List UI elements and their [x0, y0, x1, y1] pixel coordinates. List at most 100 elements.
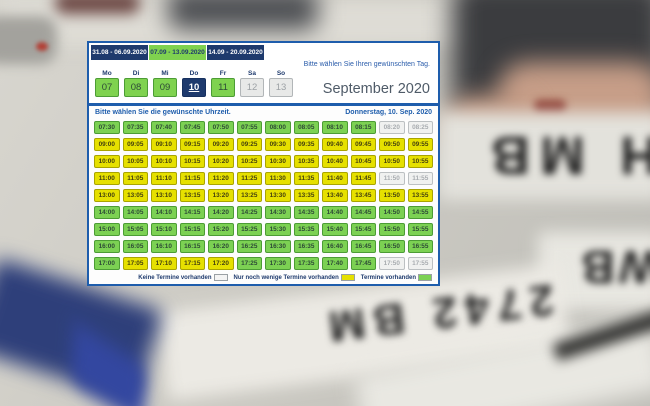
- time-slot[interactable]: 13:35: [293, 189, 319, 202]
- time-slot[interactable]: 14:15: [179, 206, 205, 219]
- time-slot[interactable]: 17:05: [122, 257, 148, 270]
- time-slot[interactable]: 09:00: [94, 138, 120, 151]
- time-slot[interactable]: 09:40: [322, 138, 348, 151]
- time-slot[interactable]: 11:30: [265, 172, 291, 185]
- time-slot[interactable]: 13:20: [208, 189, 234, 202]
- time-slot[interactable]: 07:45: [179, 121, 205, 134]
- time-slot[interactable]: 16:35: [293, 240, 319, 253]
- day-cell[interactable]: 11: [211, 78, 235, 97]
- time-slot[interactable]: 15:10: [151, 223, 177, 236]
- time-slot[interactable]: 15:25: [236, 223, 262, 236]
- time-slot[interactable]: 13:40: [322, 189, 348, 202]
- time-slot[interactable]: 10:55: [407, 155, 433, 168]
- time-slot[interactable]: 15:40: [322, 223, 348, 236]
- time-slot[interactable]: 14:35: [293, 206, 319, 219]
- time-slot[interactable]: 15:20: [208, 223, 234, 236]
- time-slot[interactable]: 16:10: [151, 240, 177, 253]
- time-slot[interactable]: 16:20: [208, 240, 234, 253]
- time-slot[interactable]: 11:40: [322, 172, 348, 185]
- time-slot[interactable]: 11:15: [179, 172, 205, 185]
- time-slot[interactable]: 14:45: [350, 206, 376, 219]
- time-slot[interactable]: 09:50: [379, 138, 405, 151]
- time-slot[interactable]: 16:55: [407, 240, 433, 253]
- time-slot[interactable]: 09:45: [350, 138, 376, 151]
- time-slot[interactable]: 17:30: [265, 257, 291, 270]
- time-slot[interactable]: 09:35: [293, 138, 319, 151]
- time-slot[interactable]: 10:15: [179, 155, 205, 168]
- time-slot[interactable]: 13:00: [94, 189, 120, 202]
- time-slot[interactable]: 14:20: [208, 206, 234, 219]
- time-slot[interactable]: 14:55: [407, 206, 433, 219]
- time-slot[interactable]: 11:00: [94, 172, 120, 185]
- time-slot[interactable]: 07:50: [208, 121, 234, 134]
- time-slot[interactable]: 11:10: [151, 172, 177, 185]
- time-slot[interactable]: 09:20: [208, 138, 234, 151]
- time-slot[interactable]: 11:05: [122, 172, 148, 185]
- time-slot[interactable]: 09:55: [407, 138, 433, 151]
- day-cell[interactable]: 10: [182, 78, 206, 97]
- time-slot[interactable]: 17:45: [350, 257, 376, 270]
- time-slot[interactable]: 08:10: [322, 121, 348, 134]
- time-slot[interactable]: 07:40: [151, 121, 177, 134]
- time-slot[interactable]: 15:05: [122, 223, 148, 236]
- time-slot[interactable]: 11:35: [293, 172, 319, 185]
- time-slot[interactable]: 15:45: [350, 223, 376, 236]
- time-slot[interactable]: 14:40: [322, 206, 348, 219]
- time-slot[interactable]: 13:10: [151, 189, 177, 202]
- time-slot[interactable]: 09:05: [122, 138, 148, 151]
- time-slot[interactable]: 10:10: [151, 155, 177, 168]
- time-slot[interactable]: 17:10: [151, 257, 177, 270]
- time-slot[interactable]: 16:50: [379, 240, 405, 253]
- time-slot[interactable]: 14:10: [151, 206, 177, 219]
- time-slot[interactable]: 16:25: [236, 240, 262, 253]
- time-slot[interactable]: 10:05: [122, 155, 148, 168]
- time-slot[interactable]: 13:55: [407, 189, 433, 202]
- time-slot[interactable]: 17:00: [94, 257, 120, 270]
- time-slot[interactable]: 17:35: [293, 257, 319, 270]
- time-slot[interactable]: 11:25: [236, 172, 262, 185]
- time-slot[interactable]: 15:30: [265, 223, 291, 236]
- time-slot[interactable]: 16:40: [322, 240, 348, 253]
- time-slot[interactable]: 17:25: [236, 257, 262, 270]
- time-slot[interactable]: 10:45: [350, 155, 376, 168]
- time-slot[interactable]: 13:15: [179, 189, 205, 202]
- time-slot[interactable]: 16:05: [122, 240, 148, 253]
- time-slot[interactable]: 10:25: [236, 155, 262, 168]
- time-slot[interactable]: 14:30: [265, 206, 291, 219]
- time-slot[interactable]: 15:00: [94, 223, 120, 236]
- time-slot[interactable]: 16:00: [94, 240, 120, 253]
- time-slot[interactable]: 17:15: [179, 257, 205, 270]
- time-slot[interactable]: 13:05: [122, 189, 148, 202]
- time-slot[interactable]: 07:30: [94, 121, 120, 134]
- time-slot[interactable]: 08:00: [265, 121, 291, 134]
- time-slot[interactable]: 11:45: [350, 172, 376, 185]
- time-slot[interactable]: 13:30: [265, 189, 291, 202]
- time-slot[interactable]: 10:30: [265, 155, 291, 168]
- time-slot[interactable]: 15:15: [179, 223, 205, 236]
- time-slot[interactable]: 15:55: [407, 223, 433, 236]
- time-slot[interactable]: 17:40: [322, 257, 348, 270]
- time-slot[interactable]: 11:20: [208, 172, 234, 185]
- time-slot[interactable]: 14:05: [122, 206, 148, 219]
- time-slot[interactable]: 07:35: [122, 121, 148, 134]
- time-slot[interactable]: 14:25: [236, 206, 262, 219]
- time-slot[interactable]: 13:45: [350, 189, 376, 202]
- week-tab[interactable]: 07.09 - 13.09.2020: [149, 45, 206, 60]
- week-tab[interactable]: 14.09 - 20.09.2020: [207, 45, 264, 60]
- day-cell[interactable]: 07: [95, 78, 119, 97]
- time-slot[interactable]: 10:50: [379, 155, 405, 168]
- time-slot[interactable]: 08:05: [293, 121, 319, 134]
- time-slot[interactable]: 16:45: [350, 240, 376, 253]
- time-slot[interactable]: 15:50: [379, 223, 405, 236]
- day-cell[interactable]: 08: [124, 78, 148, 97]
- time-slot[interactable]: 13:50: [379, 189, 405, 202]
- day-cell[interactable]: 09: [153, 78, 177, 97]
- time-slot[interactable]: 10:00: [94, 155, 120, 168]
- time-slot[interactable]: 14:00: [94, 206, 120, 219]
- time-slot[interactable]: 08:15: [350, 121, 376, 134]
- time-slot[interactable]: 16:30: [265, 240, 291, 253]
- time-slot[interactable]: 07:55: [236, 121, 262, 134]
- time-slot[interactable]: 15:35: [293, 223, 319, 236]
- time-slot[interactable]: 09:10: [151, 138, 177, 151]
- time-slot[interactable]: 10:35: [293, 155, 319, 168]
